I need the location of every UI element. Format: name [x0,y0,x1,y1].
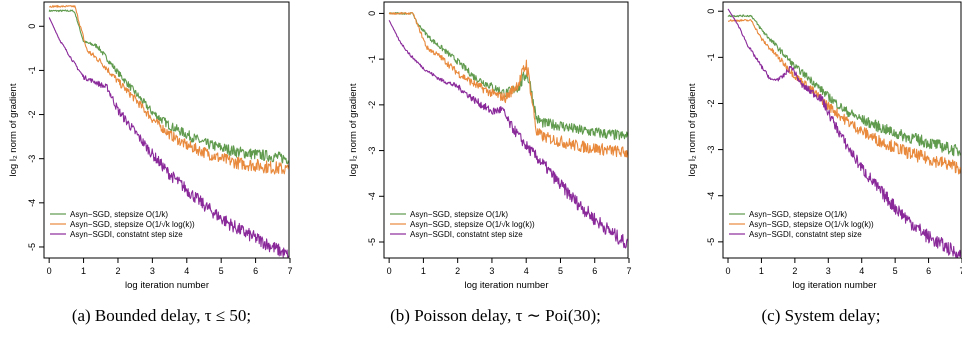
y-tick-label: -1 [706,53,716,61]
plot-frame [383,1,629,259]
chart-panel-1: 0 1 2 3 4 5 6 7 0 -1 -2 -3 -4 -5 log iteration number l… [348,1,632,291]
series-line-2 [388,20,628,249]
legend-label-2: Asyn−SGDI, constatnt step size [749,230,862,239]
y-axis-label: log l₂ norm of gradient [348,83,359,176]
x-tick-label: 0 [726,266,731,276]
x-tick-label: 6 [592,266,597,276]
x-tick-label: 1 [81,266,86,276]
y-tick-label: -3 [706,146,716,154]
x-tick-label: 4 [859,266,864,276]
x-tick-label: 5 [893,266,898,276]
legend-label-0: Asyn−SGD, stepsize O(1/k) [410,210,508,219]
x-tick-label: 5 [219,266,224,276]
x-tick-label: 3 [150,266,155,276]
x-tick-label: 0 [47,266,52,276]
legend-label-1: Asyn−SGD, stepsize O(1/√k log(k)) [410,220,535,229]
x-axis-label: log iteration number [125,280,209,291]
x-tick-label: 4 [524,266,529,276]
y-tick-label: -5 [27,243,37,251]
y-tick-label: -1 [27,66,37,74]
caption-b: (b) Poisson delay, τ ∼ Poi(30); [390,306,601,325]
chart-panel-0: 0 1 2 3 4 5 6 7 0 -1 -2 -3 -4 -5 log iteration number l… [8,1,293,291]
x-tick-label: 7 [959,266,962,276]
y-tick-label: 0 [367,11,377,16]
x-tick-label: 6 [926,266,931,276]
y-tick-label: 0 [27,24,37,29]
y-tick-label: -1 [367,55,377,63]
x-tick-label: 3 [826,266,831,276]
series-line-1 [48,4,289,175]
legend-label-1: Asyn−SGD, stepsize O(1/√k log(k)) [749,220,874,229]
x-tick-label: 2 [455,266,460,276]
legend-label-0: Asyn−SGD, stepsize O(1/k) [749,210,847,219]
y-tick-label: -2 [706,99,716,107]
x-tick-label: 6 [253,266,258,276]
x-tick-label: 7 [626,266,631,276]
x-tick-label: 0 [387,266,392,276]
x-tick-label: 3 [489,266,494,276]
series-line-0 [48,9,289,165]
x-tick-label: 2 [792,266,797,276]
legend-label-2: Asyn−SGDI, constatnt step size [70,230,183,239]
legend-label-0: Asyn−SGD, stepsize O(1/k) [70,210,168,219]
legend-label-1: Asyn−SGD, stepsize O(1/√k log(k)) [70,220,195,229]
y-tick-label: -2 [367,101,377,109]
y-tick-label: -2 [27,111,37,119]
y-axis-label: log l₂ norm of gradient [8,83,19,176]
series-line-2 [727,8,961,258]
series-line-1 [388,11,628,158]
y-tick-label: -4 [367,192,377,200]
x-tick-label: 4 [184,266,189,276]
series-line-1 [727,19,961,175]
x-axis-label: log iteration number [793,280,877,291]
x-tick-label: 1 [759,266,764,276]
y-tick-label: -4 [27,199,37,207]
y-tick-label: -5 [706,238,716,246]
x-tick-label: 5 [558,266,563,276]
x-tick-label: 2 [115,266,120,276]
y-tick-label: -4 [706,192,716,200]
y-axis-label: log l₂ norm of gradient [687,83,698,176]
plot-frame [43,1,290,259]
y-tick-label: 0 [706,9,716,14]
legend-label-2: Asyn−SGDI, constatnt step size [410,230,523,239]
plot-frame [722,1,962,259]
y-tick-label: -5 [367,238,377,246]
x-axis-label: log iteration number [465,280,549,291]
series-line-0 [388,12,628,141]
chart-panel-2: 0 1 2 3 4 5 6 7 0 -1 -2 -3 -4 -5 log iteration number l… [687,1,962,291]
x-tick-label: 1 [421,266,426,276]
caption-c: (c) System delay; [761,306,881,325]
series-line-2 [48,17,289,258]
caption-a: (a) Bounded delay, τ ≤ 50; [71,306,252,325]
y-tick-label: -3 [367,147,377,155]
series-line-0 [727,14,961,157]
chart-canvas: 0 1 2 3 4 5 6 7 0 -1 -2 -3 -4 -5 log iteration number l… [8,1,962,291]
y-tick-label: -3 [27,155,37,163]
x-tick-label: 7 [287,266,292,276]
